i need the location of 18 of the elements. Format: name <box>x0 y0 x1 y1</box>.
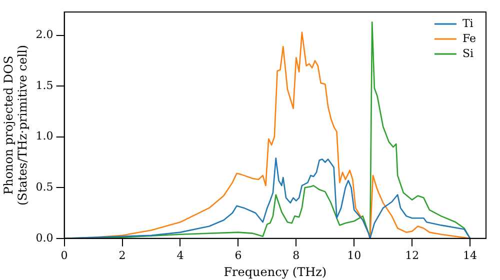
x-tick-label: 14 <box>463 248 478 262</box>
legend-label: Fe <box>462 32 476 45</box>
x-tick-label: 6 <box>234 248 242 262</box>
legend-label: Si <box>462 46 474 60</box>
legend-label: Ti <box>462 16 474 30</box>
y-tick-label: 1.5 <box>36 78 54 92</box>
y-tick-label: 2.0 <box>36 28 54 42</box>
x-tick-label: 8 <box>292 248 300 262</box>
x-axis-title: Frequency (THz) <box>224 264 327 279</box>
x-tick-label: 4 <box>176 248 184 262</box>
x-tick-label: 12 <box>405 248 420 262</box>
y-tick-label: 0.5 <box>36 180 54 194</box>
x-tick-label: 0 <box>60 248 68 262</box>
x-tick-label: 10 <box>347 248 362 262</box>
y-tick-label: 1.0 <box>36 130 54 143</box>
y-tick-label: 0.0 <box>36 231 54 244</box>
y-axis-title: Phonon projected DOS (States/THz·primitive cell) <box>1 44 30 206</box>
x-tick-label: 2 <box>118 248 126 262</box>
